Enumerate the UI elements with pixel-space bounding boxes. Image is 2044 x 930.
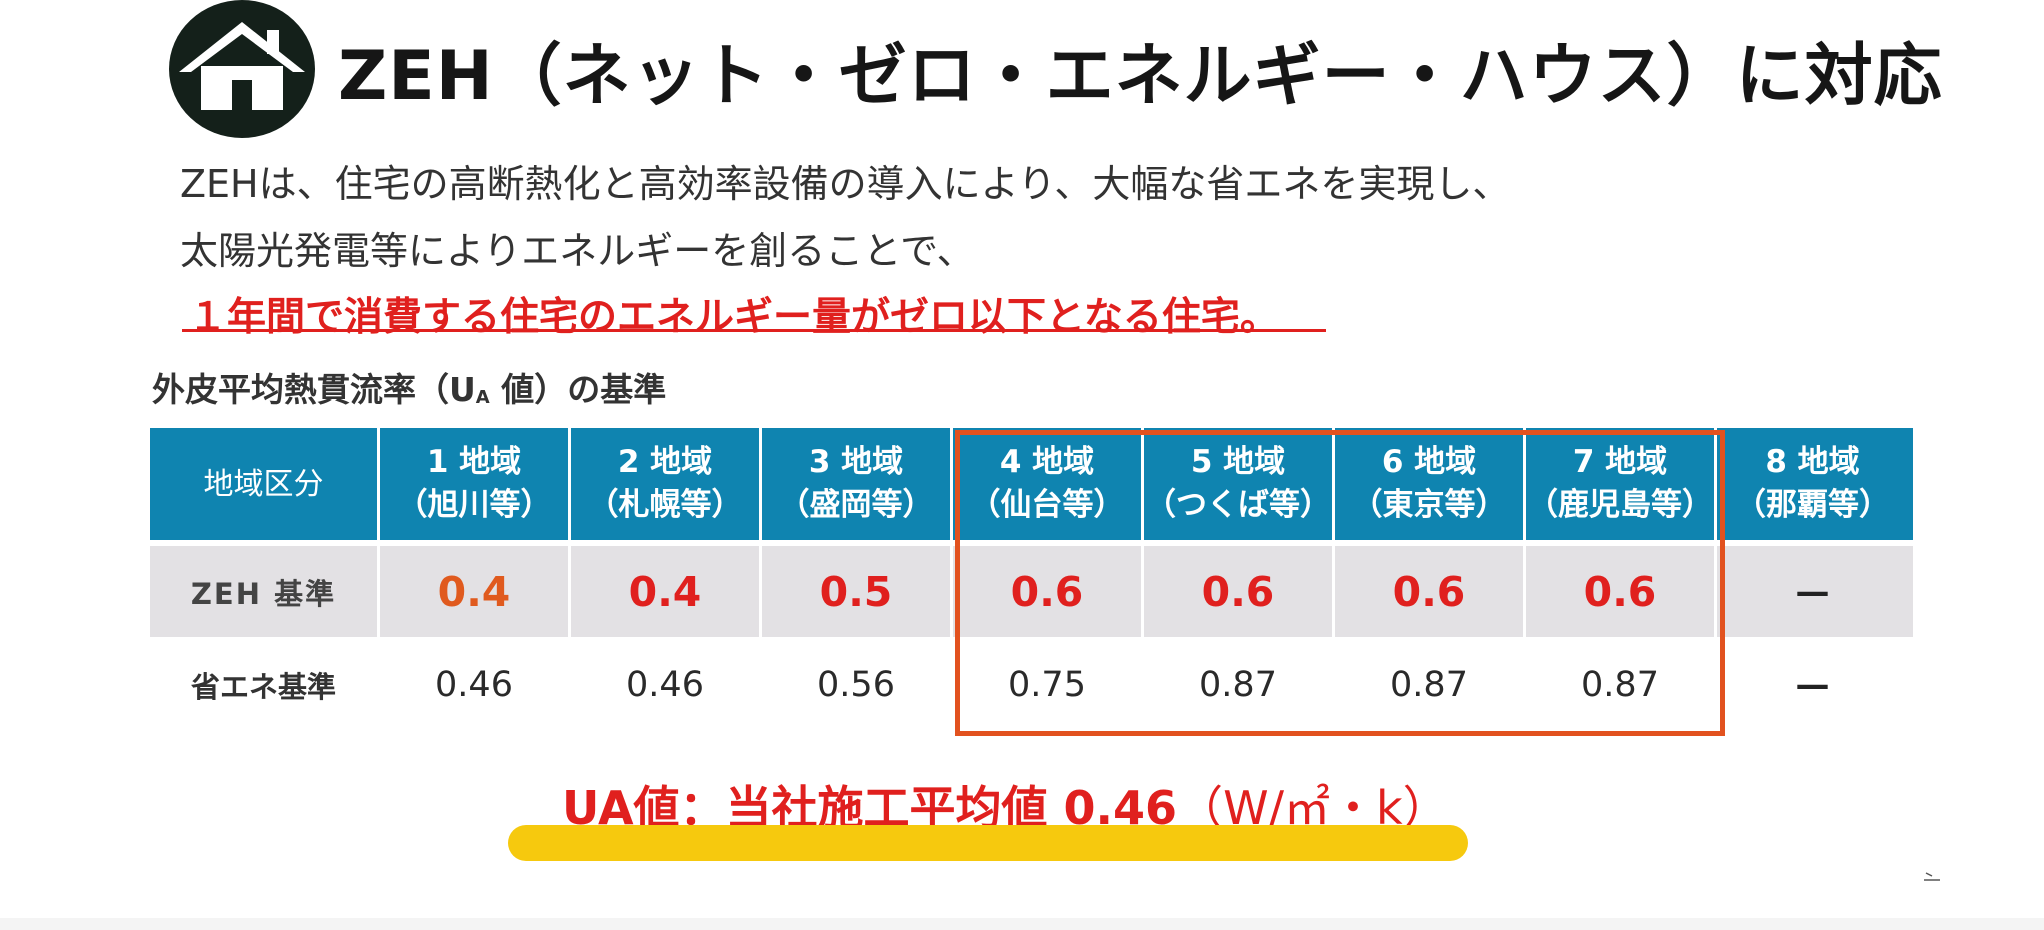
zeh-value-cell: 0.4 [380, 546, 571, 637]
zeh-value-cell: 0.6 [1526, 546, 1717, 637]
region-4-header: 4 地域 （仙台等） [953, 428, 1144, 540]
zeh-value-cell: 0.6 [953, 546, 1144, 637]
intro-line-1: ZEHは、住宅の高断熱化と高効率設備の導入により、大幅な省エネを実現し、 [180, 162, 1511, 206]
energy-saving-value-cell: 0.46 [380, 637, 571, 732]
zeh-value-cell: 0.6 [1335, 546, 1526, 637]
energy-saving-value-cell: 0.56 [762, 637, 953, 732]
intro-highlight: １年間で消費する住宅のエネルギー量がゼロ以下となる住宅。 [188, 295, 1279, 340]
highlight-underline [182, 329, 1326, 332]
region-city: （旭川等） [396, 487, 552, 523]
region-name: 3 地域 [808, 444, 904, 480]
region-name: 8 地域 [1765, 444, 1860, 480]
region-name: 5 地域 [1190, 444, 1286, 480]
energy-saving-standard-row: 省エネ基準 0.46 0.46 0.56 0.75 0.87 0.87 0.87… [150, 637, 1913, 732]
region-name: 6 地域 [1381, 444, 1477, 480]
energy-saving-value-cell: 0.75 [953, 637, 1144, 732]
table-caption-suffix: 値）の基準 [489, 370, 667, 409]
energy-saving-value-cell: — [1795, 664, 1830, 705]
table-header-row: 地域区分 1 地域 （旭川等） 2 地域 （札幌等） 3 地域 （盛岡等） 4 地域 （… [150, 428, 1913, 540]
zeh-value-cell: 0.5 [762, 546, 953, 637]
region-name: 7 地域 [1572, 444, 1668, 480]
region-city: （仙台等） [969, 487, 1125, 523]
region-name: 4 地域 [999, 444, 1095, 480]
header-label-cell: 地域区分 [150, 428, 380, 540]
region-5-header: 5 地域 （つくば等） [1144, 428, 1335, 540]
ua-standards-table: 地域区分 1 地域 （旭川等） 2 地域 （札幌等） 3 地域 （盛岡等） 4 地域 （… [150, 428, 1913, 732]
energy-saving-value-cell: 0.46 [571, 637, 762, 732]
region-city: （つくば等） [1145, 487, 1331, 523]
region-city: （札幌等） [587, 487, 743, 523]
region-name: 2 地域 [617, 444, 713, 480]
zeh-standard-row: ZEH 基準 0.4 0.4 0.5 0.6 0.6 0.6 0.6 — [150, 540, 1913, 637]
energy-saving-value-cell: 0.87 [1144, 637, 1335, 732]
region-city: （那覇等） [1735, 487, 1890, 523]
region-2-header: 2 地域 （札幌等） [571, 428, 762, 540]
table-caption-sub: A [475, 387, 490, 408]
house-icon [169, 0, 315, 138]
region-city: （東京等） [1351, 487, 1507, 523]
yellow-highlight-bar [508, 825, 1468, 861]
zeh-label-cell: ZEH 基準 [150, 546, 380, 637]
table-caption-prefix: 外皮平均熱貫流率（U [152, 370, 476, 409]
region-7-header: 7 地域 （鹿児島等） [1526, 428, 1717, 540]
corner-mark-icon [1924, 872, 1940, 881]
region-name: 1 地域 [426, 444, 522, 480]
energy-saving-value-cell: 0.87 [1526, 637, 1717, 732]
page-title: ZEH（ネット・ゼロ・エネルギー・ハウス）に対応 [338, 37, 1943, 116]
zeh-value-cell: — [1795, 571, 1830, 612]
bottom-strip [0, 918, 2044, 930]
region-city: （盛岡等） [778, 487, 934, 523]
region-8-header: 8 地域 （那覇等） [1717, 428, 1908, 540]
region-3-header: 3 地域 （盛岡等） [762, 428, 953, 540]
energy-saving-value-cell: 0.87 [1335, 637, 1526, 732]
region-6-header: 6 地域 （東京等） [1335, 428, 1526, 540]
table-caption: 外皮平均熱貫流率（UA 値）の基準 [152, 363, 666, 411]
zeh-value-cell: 0.6 [1144, 546, 1335, 637]
regions-4-7-highlight-box [955, 430, 1725, 736]
region-1-header: 1 地域 （旭川等） [380, 428, 571, 540]
intro-line-2: 太陽光発電等によりエネルギーを創ることで、 [180, 229, 975, 273]
energy-saving-label-cell: 省エネ基準 [150, 637, 380, 732]
region-city: （鹿児島等） [1527, 487, 1713, 523]
zeh-value-cell: 0.4 [571, 546, 762, 637]
